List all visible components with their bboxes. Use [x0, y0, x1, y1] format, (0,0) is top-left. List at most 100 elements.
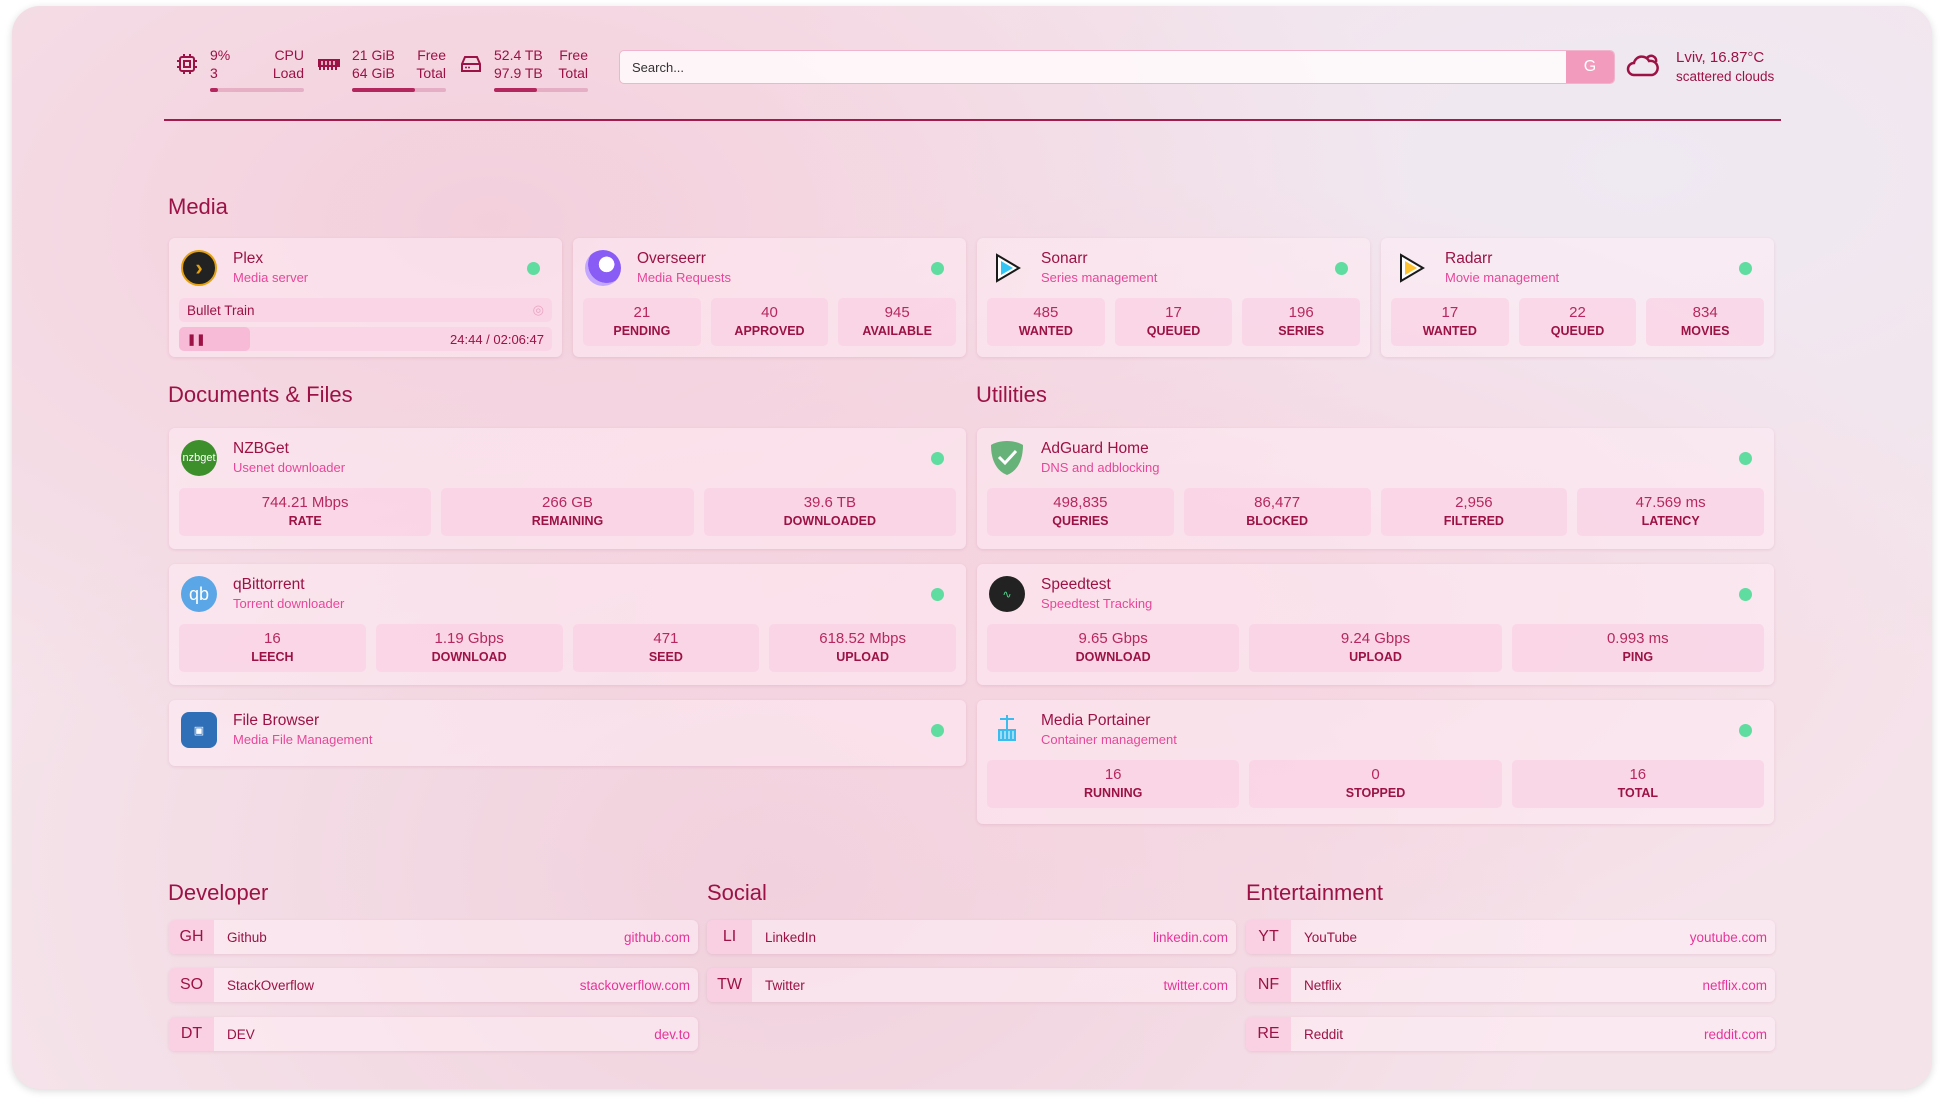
status-dot: [1739, 588, 1752, 601]
service-name: Media Portainer: [1041, 712, 1151, 729]
stat-value: 0: [1371, 766, 1380, 783]
stat-label: BLOCKED: [1246, 514, 1309, 528]
bookmark-netflix[interactable]: NF Netflix netflix.com: [1246, 968, 1775, 1002]
plex-icon: ›: [181, 250, 217, 286]
cpu-load: 3: [210, 65, 218, 81]
bookmark-reddit[interactable]: RE Reddit reddit.com: [1246, 1017, 1775, 1051]
stat-value: 618.52 Mbps: [819, 630, 906, 647]
stat-block: 498,835 QUERIES: [987, 488, 1174, 536]
stat-label: UPLOAD: [836, 650, 890, 664]
service-card-qbittorrent[interactable]: qb qBittorrent Torrent downloader 16 LEECH 1.…: [169, 564, 966, 685]
stat-value: 196: [1288, 304, 1314, 321]
stat-label: FILTERED: [1443, 514, 1504, 528]
stat-value: 16: [1104, 766, 1122, 783]
bookmark-twitter[interactable]: TW Twitter twitter.com: [707, 968, 1236, 1002]
stats-row: 17 WANTED 22 QUEUED 834 MOVIES: [1391, 298, 1765, 346]
adguard-icon: [989, 440, 1025, 476]
bookmark-url: github.com: [623, 929, 690, 945]
qbittorrent-icon: qb: [181, 576, 217, 612]
service-name: Overseerr: [637, 250, 706, 267]
bookmark-url: stackoverflow.com: [579, 977, 690, 993]
cloud-icon: [1626, 51, 1660, 84]
weather-location: Lviv, 16.87°C: [1676, 49, 1765, 66]
bookmark-abbr: GH: [169, 920, 214, 954]
radarr-icon: [1393, 250, 1429, 286]
service-description: Media server: [233, 270, 309, 285]
bookmark-abbr: LI: [707, 920, 752, 954]
header-divider: [164, 119, 1781, 121]
bookmark-youtube[interactable]: YT YouTube youtube.com: [1246, 920, 1775, 954]
stat-label: RUNNING: [1083, 786, 1143, 800]
stat-block: 471 SEED: [572, 624, 760, 672]
service-card-plex[interactable]: › Plex Media server Bullet Train ◎ ❚❚ 24:…: [169, 238, 562, 357]
disk-total: 97.9 TB: [494, 65, 543, 81]
stat-block: 17 QUEUED: [1114, 298, 1233, 346]
stat-value: 834: [1692, 304, 1718, 321]
disk-free: 52.4 TB: [494, 47, 543, 63]
service-card-adguard[interactable]: AdGuard Home DNS and adblocking 498,835 QUE…: [977, 428, 1774, 549]
pause-icon[interactable]: ❚❚: [187, 333, 206, 346]
stat-label: REMAINING: [531, 514, 604, 528]
stat-label: SEED: [648, 650, 683, 664]
bookmark-url: youtube.com: [1689, 929, 1767, 945]
bookmark-github[interactable]: GH Github github.com: [169, 920, 698, 954]
service-card-sonarr[interactable]: Sonarr Series management 485 WANTED 17 QUEUED…: [977, 238, 1370, 357]
dashboard: 9% 3 CPU Load 21 GiB 64 GiB Free Total 52.4 …: [12, 6, 1932, 1089]
service-card-nzbget[interactable]: nzbget NZBGet Usenet downloader 744.21 Mbps…: [169, 428, 966, 549]
stat-label: DOWNLOADED: [783, 514, 876, 528]
status-dot: [1739, 262, 1752, 275]
memory-bar: [352, 88, 446, 92]
stat-value: 40: [761, 304, 778, 321]
disk-widget: 52.4 TB 97.9 TB Free Total: [458, 46, 588, 92]
stat-block: 47.569 ms LATENCY: [1577, 488, 1764, 536]
filebrowser-icon: ▣: [181, 712, 217, 748]
search-input[interactable]: [620, 51, 1566, 83]
stat-value: 21: [633, 304, 651, 321]
status-dot: [527, 262, 540, 275]
stat-block: 0.993 ms PING: [1511, 624, 1764, 672]
stat-block: 40 APPROVED: [710, 298, 829, 346]
stat-value: 0.993 ms: [1606, 630, 1669, 647]
bookmark-url: netflix.com: [1702, 977, 1767, 993]
section-title-media: Media: [168, 194, 228, 219]
service-name: File Browser: [233, 712, 320, 729]
weather-widget[interactable]: Lviv, 16.87°C scattered clouds: [1626, 48, 1774, 86]
stat-label: QUEUED: [1550, 324, 1605, 338]
stat-block: 0 STOPPED: [1249, 760, 1502, 808]
bookmark-name: Github: [227, 929, 267, 945]
stat-value: 16: [1629, 766, 1647, 783]
stats-row: 16 LEECH 1.19 Gbps DOWNLOAD 471 SEED 618.52 Mb…: [179, 624, 956, 672]
search-bar: G: [619, 50, 1615, 84]
stats-row: 498,835 QUERIES 86,477 BLOCKED 2,956 FILTERED…: [987, 488, 1764, 536]
nzbget-icon: nzbget: [181, 440, 217, 476]
service-card-overseerr[interactable]: Overseerr Media Requests 21 PENDING 40 APPROV…: [573, 238, 966, 357]
stat-label: RATE: [288, 514, 322, 528]
bookmark-abbr: DT: [169, 1017, 214, 1051]
stat-value: 744.21 Mbps: [261, 494, 349, 511]
stat-block: 16 TOTAL: [1511, 760, 1764, 808]
service-card-filebrowser[interactable]: ▣ File Browser Media File Management: [169, 700, 966, 766]
stat-label: AVAILABLE: [862, 324, 933, 338]
service-description: Speedtest Tracking: [1041, 596, 1153, 611]
search-provider-button[interactable]: G: [1566, 51, 1614, 83]
bookmark-dev[interactable]: DT DEV dev.to: [169, 1017, 698, 1051]
stat-label: SERIES: [1278, 324, 1325, 338]
service-description: Torrent downloader: [233, 596, 345, 611]
stat-block: 744.21 Mbps RATE: [179, 488, 432, 536]
service-card-speedtest[interactable]: ∿ Speedtest Speedtest Tracking 9.65 Gbps DOW…: [977, 564, 1774, 685]
stats-row: 16 RUNNING 0 STOPPED 16 TOTAL: [987, 760, 1764, 808]
bookmark-linkedin[interactable]: LI LinkedIn linkedin.com: [707, 920, 1236, 954]
stats-row: 21 PENDING 40 APPROVED 945 AVAILABLE: [583, 298, 957, 346]
bookmark-stackoverflow[interactable]: SO StackOverflow stackoverflow.com: [169, 968, 698, 1002]
stat-value: 1.19 Gbps: [434, 630, 504, 647]
stats-row: 9.65 Gbps DOWNLOAD 9.24 Gbps UPLOAD 0.993 ms…: [987, 624, 1764, 672]
service-card-portainer[interactable]: Media Portainer Container management 16 RUN…: [977, 700, 1774, 824]
stat-block: 834 MOVIES: [1646, 298, 1765, 346]
service-card-radarr[interactable]: Radarr Movie management 17 WANTED 22 QUEUED 83…: [1381, 238, 1774, 357]
stat-value: 16: [264, 630, 281, 647]
total-label: Total: [558, 65, 588, 81]
stats-row: 744.21 Mbps RATE 266 GB REMAINING 39.6 TB DOW…: [179, 488, 956, 536]
service-description: Container management: [1041, 732, 1177, 747]
bookmark-abbr: NF: [1246, 968, 1291, 1002]
stat-label: APPROVED: [734, 324, 805, 338]
